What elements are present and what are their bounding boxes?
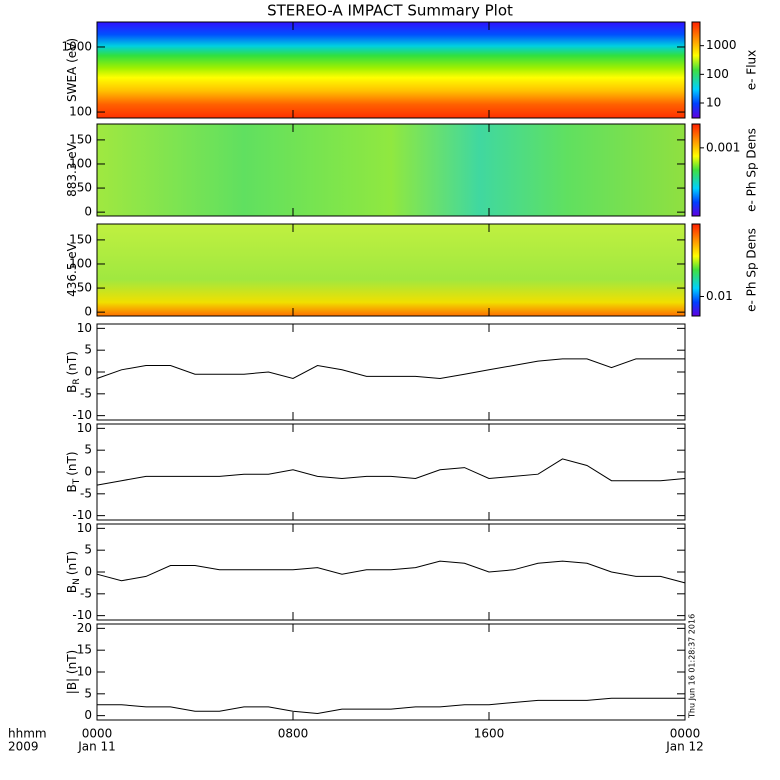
y-tick-label: 0 bbox=[84, 565, 92, 579]
y-tick-label: 0 bbox=[84, 708, 92, 722]
y-tick-label: 5 bbox=[84, 543, 92, 557]
timestamp: Thu Jun 16 01:28:37 2016 bbox=[688, 614, 697, 719]
y-tick-label: -10 bbox=[72, 408, 92, 422]
panel-frame bbox=[96, 523, 686, 621]
y-tick-label: -10 bbox=[72, 608, 92, 622]
panel-frame bbox=[96, 223, 686, 317]
colorbar-tick-label: 0.01 bbox=[706, 289, 733, 303]
x-tick-label: 0000 bbox=[82, 727, 113, 741]
y-tick-label: 10 bbox=[77, 521, 92, 535]
y-tick-label: 10 bbox=[77, 321, 92, 335]
y-axis-label: BT (nT) bbox=[65, 451, 82, 492]
data-line bbox=[97, 697, 685, 715]
data-line bbox=[96, 458, 686, 486]
y-axis-label-unit: (nT) bbox=[65, 551, 79, 575]
corner-label: 2009 bbox=[8, 740, 39, 754]
colorbar-tick-label: 0.001 bbox=[706, 140, 740, 154]
y-tick-label: 0 bbox=[84, 205, 92, 219]
colorbar bbox=[691, 123, 701, 217]
y-axis-label-main: 883.3 eV bbox=[65, 142, 79, 197]
colorbar-label: e- Flux bbox=[745, 50, 759, 90]
y-tick-label: 100 bbox=[69, 156, 92, 170]
x-tick-date: Jan 11 bbox=[77, 740, 116, 754]
y-axis-label: 436.5 eV bbox=[65, 242, 79, 297]
data-line bbox=[96, 358, 685, 380]
y-tick-label: 50 bbox=[77, 181, 92, 195]
colorbar-tick-label: 10 bbox=[706, 96, 721, 110]
spectrogram bbox=[97, 224, 685, 316]
y-axis-label-main: 436.5 eV bbox=[65, 242, 79, 297]
y-axis-label: SWEA (eV) bbox=[65, 38, 79, 102]
y-tick-label: -10 bbox=[72, 508, 92, 522]
data-line bbox=[96, 560, 686, 584]
y-axis-label: 883.3 eV bbox=[65, 142, 79, 197]
y-axis-label-main: |B| (nT) bbox=[65, 650, 79, 694]
y-tick-label: 100 bbox=[69, 105, 92, 119]
y-axis-label-sub: R bbox=[72, 378, 82, 384]
x-tick-label: 0800 bbox=[278, 727, 309, 741]
y-tick-label: 10 bbox=[77, 421, 92, 435]
colorbar-tick-label: 1000 bbox=[706, 38, 737, 52]
y-tick-label: -5 bbox=[80, 486, 92, 500]
y-tick-label: 20 bbox=[77, 621, 92, 635]
y-tick-label: 5 bbox=[84, 343, 92, 357]
y-axis-label-sub: T bbox=[72, 478, 82, 485]
y-tick-label: -5 bbox=[80, 386, 92, 400]
y-tick-label: 5 bbox=[84, 686, 92, 700]
y-axis-label-unit: (nT) bbox=[65, 451, 79, 475]
x-tick-label: 0000 bbox=[670, 727, 701, 741]
y-tick-label: 1000 bbox=[61, 39, 92, 53]
corner-label: hhmm bbox=[8, 727, 47, 741]
colorbar bbox=[691, 21, 701, 119]
y-tick-label: 100 bbox=[69, 256, 92, 270]
y-axis-label-unit: (nT) bbox=[65, 351, 79, 375]
spectrogram bbox=[97, 124, 685, 216]
plot-title: STEREO-A IMPACT Summary Plot bbox=[267, 2, 513, 20]
y-axis-label: BN (nT) bbox=[65, 551, 82, 593]
y-tick-label: 150 bbox=[69, 232, 92, 246]
y-tick-label: 50 bbox=[77, 281, 92, 295]
y-axis-label-main: B bbox=[65, 585, 79, 593]
y-tick-label: 0 bbox=[84, 305, 92, 319]
y-tick-label: 0 bbox=[84, 365, 92, 379]
x-tick-label: 1600 bbox=[474, 727, 505, 741]
y-tick-label: 150 bbox=[69, 132, 92, 146]
y-axis-label-main: B bbox=[65, 484, 79, 492]
panel-frame bbox=[96, 21, 686, 119]
y-axis-label-sub: N bbox=[72, 578, 82, 585]
panel-frame bbox=[96, 623, 686, 721]
panel-frame bbox=[96, 123, 686, 217]
y-tick-label: 0 bbox=[84, 465, 92, 479]
x-tick-date: Jan 12 bbox=[665, 740, 704, 754]
panel-frame bbox=[96, 323, 686, 421]
y-tick-label: 10 bbox=[77, 665, 92, 679]
y-axis-label: BR (nT) bbox=[65, 351, 82, 393]
y-tick-label: 5 bbox=[84, 443, 92, 457]
colorbar-tick-label: 100 bbox=[706, 67, 729, 81]
y-axis-label: |B| (nT) bbox=[65, 650, 79, 694]
y-tick-label: -5 bbox=[80, 586, 92, 600]
y-tick-label: 15 bbox=[77, 643, 92, 657]
spectrogram bbox=[97, 22, 685, 118]
y-axis-label-main: SWEA (eV) bbox=[65, 38, 79, 102]
colorbar bbox=[691, 223, 701, 317]
colorbar-label: e- Ph Sp Dens bbox=[745, 228, 759, 312]
colorbar-label: e- Ph Sp Dens bbox=[745, 128, 759, 212]
y-axis-label-main: B bbox=[65, 385, 79, 393]
